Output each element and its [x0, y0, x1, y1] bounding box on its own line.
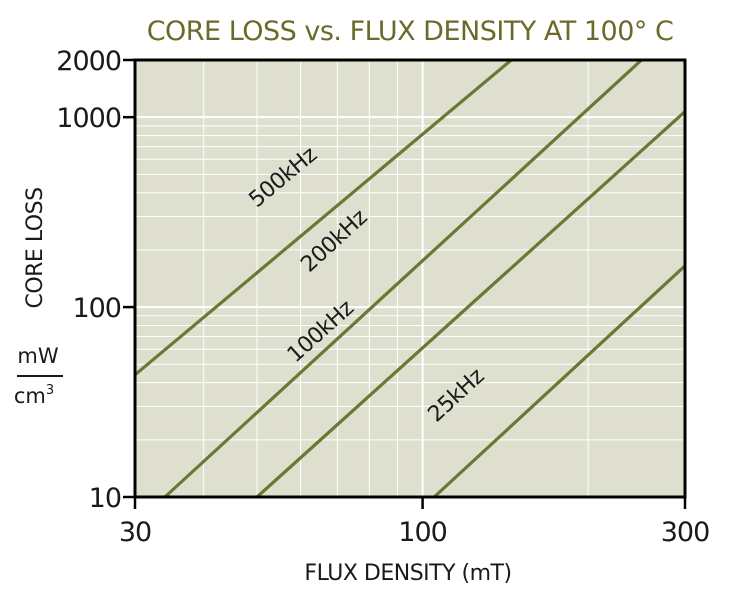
- series-line-25khz: [433, 264, 687, 499]
- x-axis-label: FLUX DENSITY (mT): [304, 561, 511, 586]
- y-tick-label: 1000: [56, 103, 121, 134]
- y-tick-label: 10: [89, 483, 121, 514]
- y-tick-label: 100: [72, 293, 121, 324]
- chart-title: CORE LOSS vs. FLUX DENSITY AT 100° C: [147, 16, 674, 47]
- plot-frame: [133, 58, 687, 499]
- y-axis-label: CORE LOSS: [23, 187, 48, 308]
- series-line-500khz: [133, 58, 513, 377]
- plot-area: [135, 60, 685, 497]
- axis-ticks: 10 100 1000 2000 30 100 300: [56, 46, 710, 548]
- series-line-200khz: [163, 58, 643, 499]
- x-tick-label: 30: [119, 517, 151, 548]
- x-tick-label: 100: [398, 517, 447, 548]
- y-axis-unit: mW cm3: [14, 344, 63, 408]
- y-unit-denominator: cm3: [14, 383, 54, 408]
- y-tick-label: 2000: [56, 46, 121, 77]
- x-tick-label: 300: [661, 517, 710, 548]
- series-lines: [133, 58, 687, 499]
- series-line-100khz: [255, 110, 687, 499]
- y-unit-numerator: mW: [17, 344, 58, 368]
